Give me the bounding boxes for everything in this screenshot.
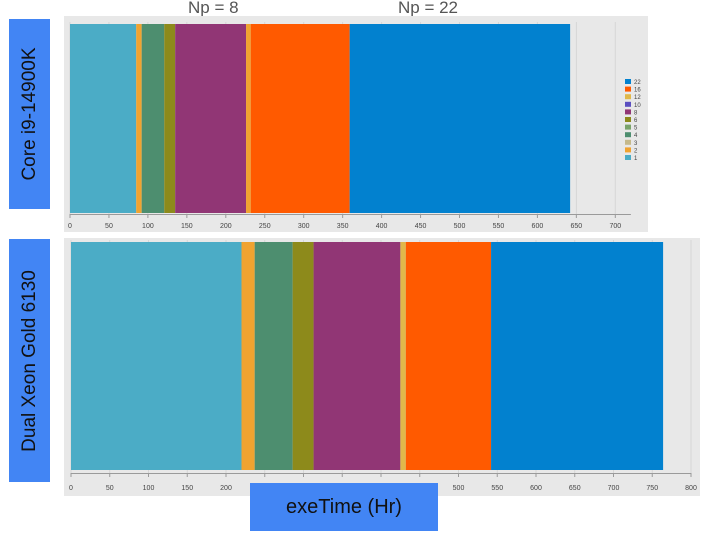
x-tick-label: 50 bbox=[106, 485, 114, 492]
chart-title-dual-xeon-text: Dual Xeon Gold 6130 bbox=[18, 269, 40, 452]
bar-segment-np-6 bbox=[164, 24, 176, 213]
legend-swatch-np-8 bbox=[625, 109, 631, 115]
x-tick-label: 750 bbox=[646, 485, 658, 492]
bar-segment-np-12 bbox=[400, 242, 406, 470]
x-tick-label: 200 bbox=[220, 223, 232, 230]
legend-swatch-np-5 bbox=[625, 124, 631, 130]
chart-core-i9-plot: 0 50 100 150 200 250 300 350 400 450 500 550 600 650 7… bbox=[68, 22, 641, 230]
bar-segment-np-2 bbox=[241, 242, 255, 470]
chart-title-dual-xeon: Dual Xeon Gold 6130 bbox=[9, 239, 50, 482]
legend-label-np-12: 12 bbox=[634, 95, 641, 101]
x-tick-label: 600 bbox=[532, 223, 544, 230]
legend-swatch-np-22 bbox=[625, 79, 631, 84]
legend-swatch-np-10 bbox=[625, 101, 631, 107]
chart-core-i9: 0 50 100 150 200 250 300 350 400 450 500 550 600 650 7… bbox=[64, 16, 648, 232]
bar-segment-np-8 bbox=[175, 24, 247, 213]
x-tick-label: 450 bbox=[415, 223, 427, 230]
x-tick-label: 350 bbox=[337, 223, 349, 230]
bar-segment-np-16 bbox=[250, 24, 350, 213]
annotation-np-22: Np = 22 bbox=[398, 0, 459, 17]
bar-segment-np-2 bbox=[136, 24, 142, 213]
legend-swatch-np-1 bbox=[625, 155, 631, 160]
legend-swatch-np-16 bbox=[625, 86, 631, 92]
legend-label-np-1: 1 bbox=[634, 156, 638, 162]
x-axis-label: exeTime (Hr) bbox=[250, 483, 438, 531]
x-tick-label: 500 bbox=[454, 223, 466, 230]
legend-label-np-6: 6 bbox=[634, 118, 638, 124]
x-axis-label-text: exeTime (Hr) bbox=[286, 495, 402, 518]
bar-segment-np-8 bbox=[313, 242, 401, 470]
bar-segment-np-4 bbox=[254, 242, 293, 470]
x-tick-label: 100 bbox=[143, 485, 155, 492]
x-tick-label: 0 bbox=[69, 485, 73, 492]
x-tick-label: 550 bbox=[491, 485, 503, 492]
x-tick-label: 0 bbox=[68, 223, 72, 230]
legend-label-np-3: 3 bbox=[634, 141, 638, 147]
legend-swatch-np-4 bbox=[625, 132, 631, 138]
bar-segment-np-16 bbox=[405, 242, 492, 470]
x-tick-label: 300 bbox=[298, 223, 310, 230]
annotation-np-8: Np = 8 bbox=[188, 0, 239, 17]
legend-label-np-5: 5 bbox=[634, 126, 638, 132]
x-tick-label: 700 bbox=[609, 223, 621, 230]
legend-swatch-np-2 bbox=[625, 147, 631, 153]
legend-swatch-np-3 bbox=[625, 139, 631, 145]
legend-label-np-10: 10 bbox=[634, 103, 641, 109]
x-tick-label: 500 bbox=[453, 485, 465, 492]
x-tick-label: 650 bbox=[571, 223, 583, 230]
chart-dual-xeon: 0501001502002503003504004505005506006507… bbox=[64, 238, 700, 496]
bar-segment-np-1 bbox=[70, 24, 137, 213]
legend-label-np-22: 22 bbox=[634, 80, 641, 86]
x-tick-label: 50 bbox=[105, 223, 113, 230]
bar-segment-np-1 bbox=[71, 242, 242, 470]
chart-dual-xeon-plot: 0501001502002503003504004505005506006507… bbox=[69, 240, 697, 492]
x-tick-label: 100 bbox=[142, 223, 154, 230]
legend-swatch-np-6 bbox=[625, 117, 631, 122]
legend-label-np-16: 16 bbox=[634, 88, 641, 94]
bar-segment-np-6 bbox=[292, 242, 314, 470]
bar-segment-np-2 bbox=[246, 24, 251, 213]
x-tick-label: 550 bbox=[493, 223, 505, 230]
x-tick-label: 700 bbox=[608, 485, 620, 492]
bar-segment-np-4 bbox=[141, 24, 165, 213]
x-tick-label: 800 bbox=[685, 485, 697, 492]
bar-segment-np-22 bbox=[349, 24, 571, 213]
legend-label-np-8: 8 bbox=[634, 110, 638, 116]
x-tick-label: 250 bbox=[259, 223, 271, 230]
x-tick-label: 200 bbox=[220, 485, 232, 492]
chart-title-core-i9-text: Core i9-14900K bbox=[18, 47, 40, 181]
bar-segment-np-22 bbox=[491, 242, 664, 470]
legend-swatch-np-12 bbox=[625, 94, 631, 100]
x-tick-label: 650 bbox=[569, 485, 581, 492]
x-tick-label: 400 bbox=[376, 223, 388, 230]
legend-label-np-2: 2 bbox=[634, 148, 638, 154]
x-tick-label: 150 bbox=[181, 485, 193, 492]
x-tick-label: 150 bbox=[181, 223, 193, 230]
legend-label-np-4: 4 bbox=[634, 133, 638, 139]
x-tick-label: 600 bbox=[530, 485, 542, 492]
chart-title-core-i9: Core i9-14900K bbox=[9, 19, 50, 209]
